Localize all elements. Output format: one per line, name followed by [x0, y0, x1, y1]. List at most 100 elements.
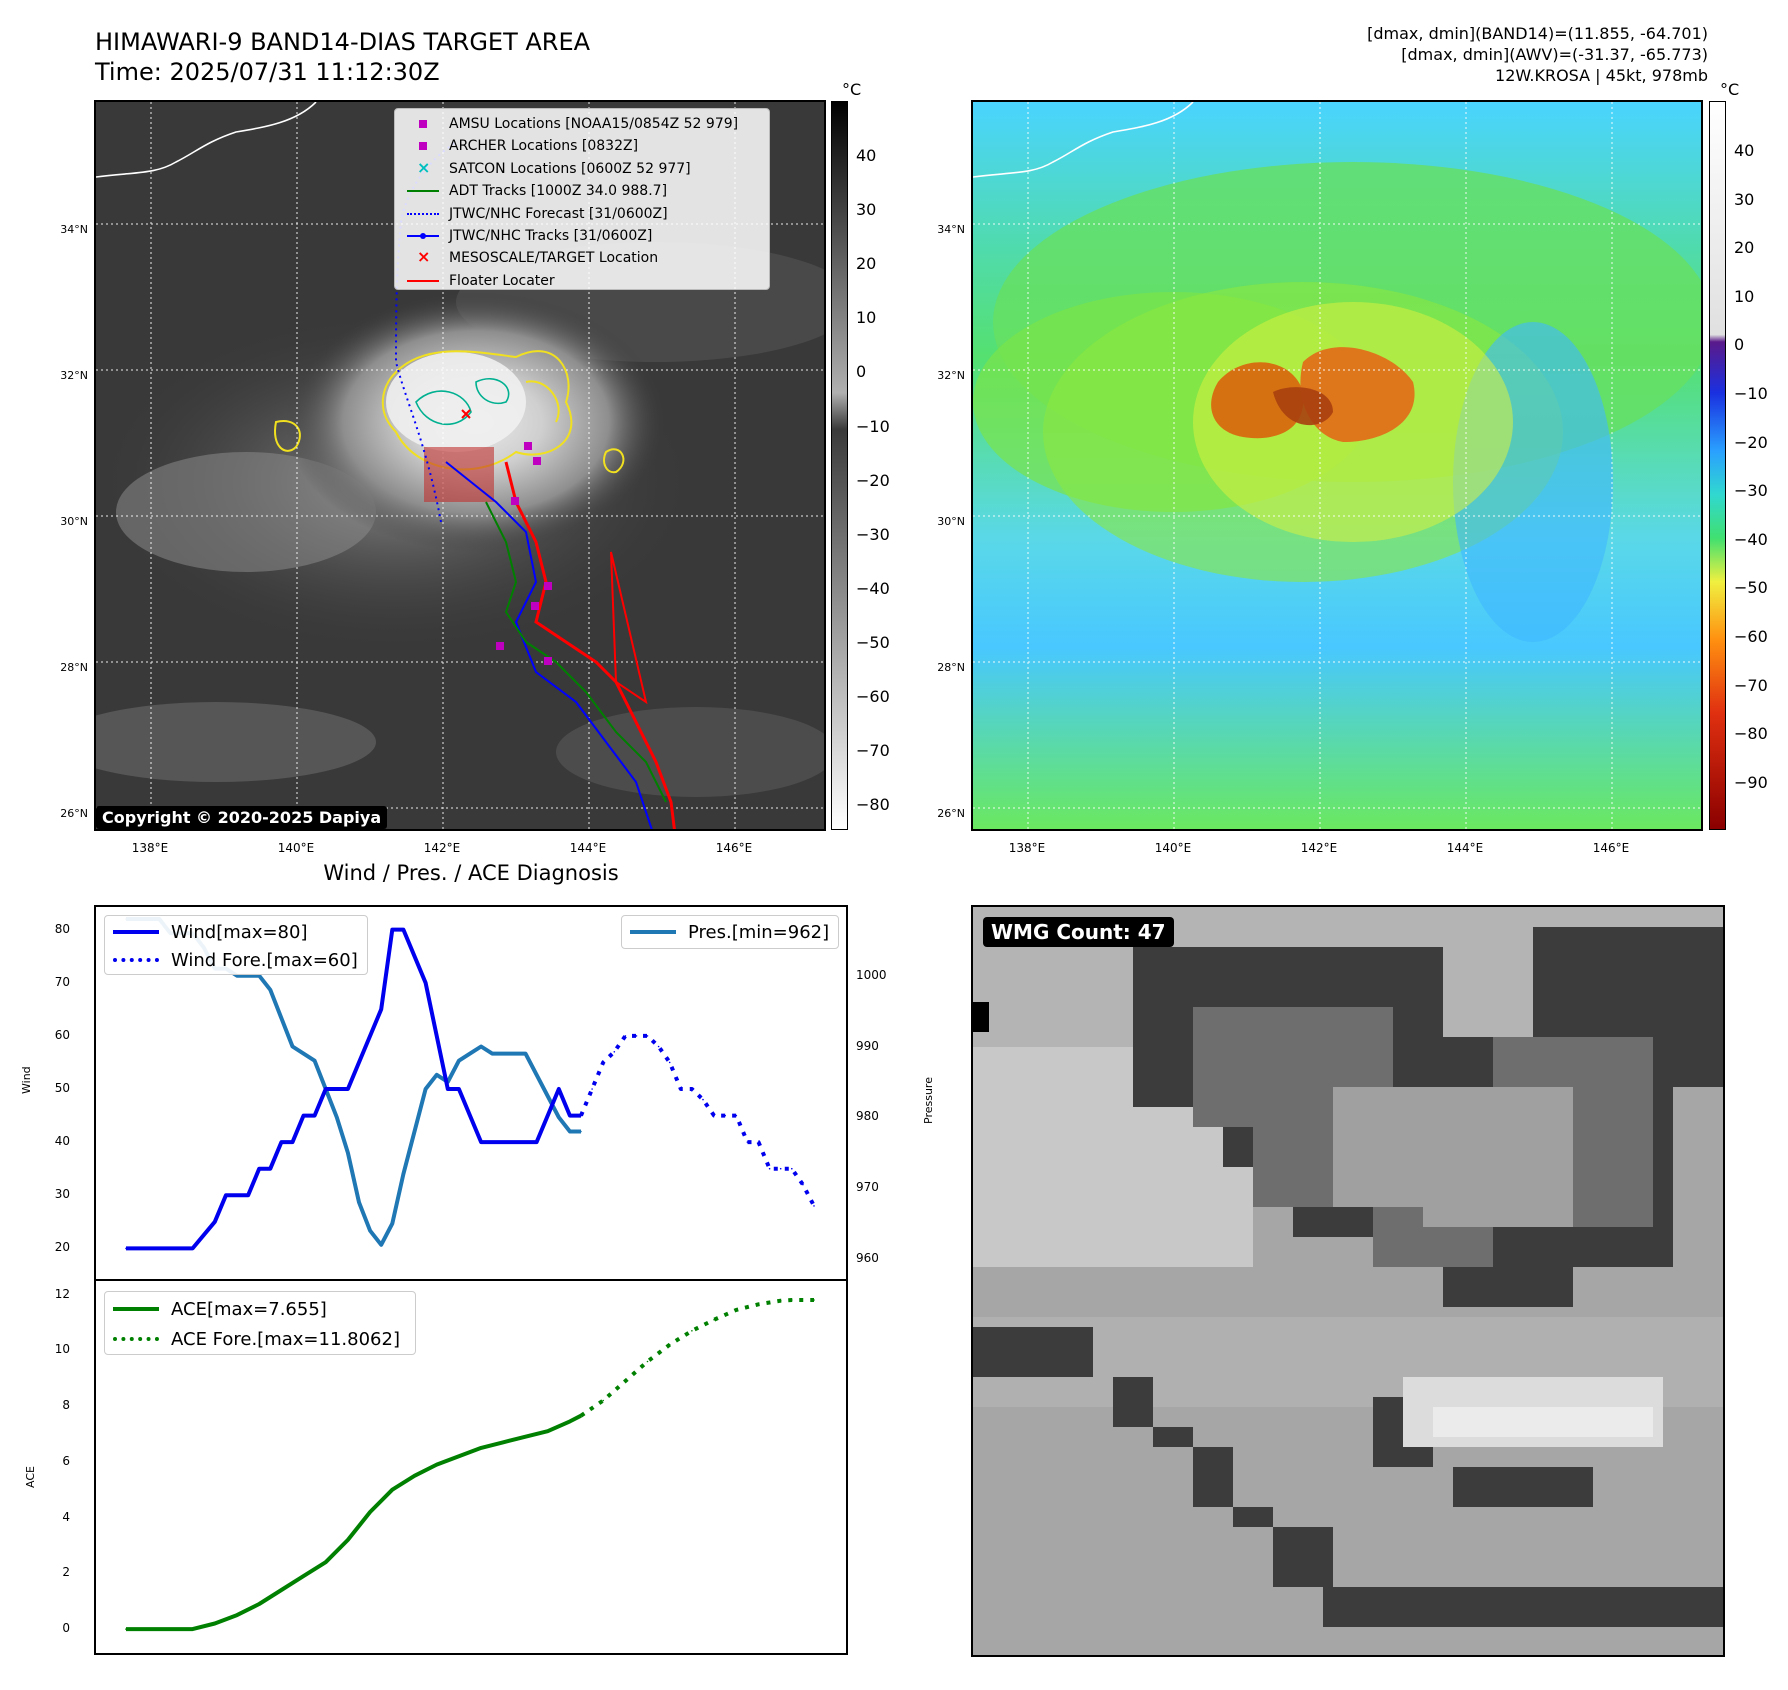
data-point: [258, 974, 260, 977]
data-point: [624, 1380, 627, 1382]
awv-colorbar-tick: 30: [1734, 189, 1755, 209]
data-point: [668, 1061, 671, 1064]
data-point: [435, 1074, 438, 1076]
legend-pres-line: [630, 930, 676, 934]
legend-symbol: [405, 180, 441, 202]
awv-lon-label: 144°E: [1446, 841, 1484, 855]
data-point: [546, 1430, 549, 1432]
legend-entry: JTWC/NHC Tracks [31/0600Z]: [405, 225, 652, 247]
data-point: [236, 974, 238, 977]
data-point: [413, 1475, 416, 1477]
ace-tick-label: 10: [54, 1342, 70, 1357]
data-point: [191, 1247, 194, 1250]
data-point: [369, 1511, 371, 1513]
info-storm: 12W.KROSA | 45kt, 978mb: [1495, 66, 1708, 85]
data-point: [569, 1420, 571, 1423]
pressure-tick-label: 1000: [856, 967, 887, 982]
ir-colorbar-tick: 0: [856, 362, 867, 382]
data-point: [524, 1052, 527, 1055]
data-point: [458, 1059, 460, 1062]
data-point: [424, 1088, 427, 1090]
data-point: [313, 1114, 316, 1117]
data-point: [480, 1141, 482, 1143]
wind-tick-label: 60: [54, 1027, 70, 1042]
data-point: [680, 1088, 682, 1090]
ir-colorbar-tick: −50: [856, 632, 890, 652]
data-point: [580, 1414, 582, 1417]
legend-ace: ACE[max=7.655]: [113, 1296, 327, 1322]
legend-pres: Pres.[min=962]: [630, 919, 829, 945]
info-awv: [dmax, dmin](AWV)=(-31.37, -65.773): [1401, 45, 1708, 64]
data-point: [435, 1035, 438, 1037]
legend-symbol: [405, 225, 441, 247]
info-band14: [dmax, dmin](BAND14)=(11.855, -64.701): [1367, 24, 1708, 43]
data-point: [336, 1088, 338, 1090]
data-point: [435, 1463, 438, 1466]
awv-colorbar-tick: 40: [1734, 141, 1755, 160]
awv-colorbar-tick: −20: [1734, 432, 1768, 452]
awv-lon-label: 138°E: [1008, 841, 1046, 855]
ace-tick-label: 6: [62, 1453, 70, 1468]
legend-entry: × MESOSCALE/TARGET Location: [405, 247, 658, 269]
ir-colorbar-tick: −30: [856, 524, 890, 544]
data-point: [546, 1114, 549, 1117]
data-point: [513, 1141, 516, 1143]
legend-wind-fore: Wind Fore.[max=60]: [113, 947, 358, 973]
data-point: [746, 1141, 749, 1143]
ace-tick-label: 0: [62, 1621, 70, 1636]
ir-colorbar-tick: −70: [856, 741, 890, 761]
data-point: [668, 1343, 671, 1346]
awv-colorbar-tick: 0: [1734, 335, 1745, 355]
ir-colorbar-unit: °C: [842, 80, 862, 99]
data-point: [602, 1399, 604, 1402]
legend-ace-fore-line: [113, 1337, 159, 1341]
data-point: [424, 982, 427, 984]
legend-symbol: [405, 135, 441, 157]
pressure-tick-label: 990: [856, 1038, 879, 1053]
data-point: [336, 1116, 338, 1119]
data-point: [269, 989, 272, 991]
data-point: [558, 1116, 560, 1119]
legend-entry: AMSU Locations [NOAA15/0854Z 52 979]: [405, 113, 738, 135]
data-point: [735, 1114, 738, 1117]
awv-lat-label: 30°N: [937, 515, 965, 528]
data-point: [391, 928, 394, 931]
data-point: [280, 1589, 283, 1591]
data-point: [391, 1222, 394, 1225]
legend-wind-label: Wind[max=80]: [171, 921, 308, 943]
data-point: [125, 1628, 127, 1630]
awv-lon-label: 140°E: [1154, 841, 1192, 855]
mesoscale-box: [424, 447, 494, 502]
data-point: [757, 1141, 760, 1143]
awv-colorbar-tick: −30: [1734, 481, 1768, 501]
data-point: [258, 1603, 260, 1605]
awv-satellite-map: [971, 100, 1703, 831]
data-point: [225, 1194, 227, 1197]
data-point: [125, 1247, 127, 1250]
data-point: [591, 1088, 593, 1090]
awv-colorbar-unit: °C: [1720, 80, 1740, 99]
legend-label: JTWC/NHC Forecast [31/0600Z]: [449, 205, 668, 222]
ir-colorbar-tick: 40: [856, 146, 877, 165]
data-point: [358, 1061, 360, 1064]
awv-colorbar-tick: −90: [1734, 772, 1768, 792]
data-point: [214, 1221, 216, 1223]
legend-entry: × SATCON Locations [0600Z 52 977]: [405, 158, 691, 180]
ace-tick-label: 8: [62, 1398, 70, 1413]
data-point: [569, 1114, 571, 1117]
copyright-badge: Copyright © 2020-2025 Dapiya: [96, 806, 388, 829]
legend-label: JTWC/NHC Tracks [31/0600Z]: [449, 228, 653, 244]
data-point: [358, 1201, 360, 1204]
data-point: [713, 1318, 715, 1321]
data-point: [524, 1435, 527, 1438]
data-point: [480, 1045, 482, 1048]
ir-lat-label: 32°N: [60, 369, 88, 382]
data-point: [291, 1141, 294, 1143]
awv-map-canvas: [973, 102, 1701, 829]
awv-lon-label: 146°E: [1592, 841, 1630, 855]
data-point: [724, 1114, 726, 1117]
awv-colorbar-tick: −60: [1734, 627, 1768, 646]
pressure-axis-label: Pressure: [922, 1077, 935, 1124]
data-point: [491, 1141, 494, 1143]
data-point: [302, 1114, 305, 1117]
